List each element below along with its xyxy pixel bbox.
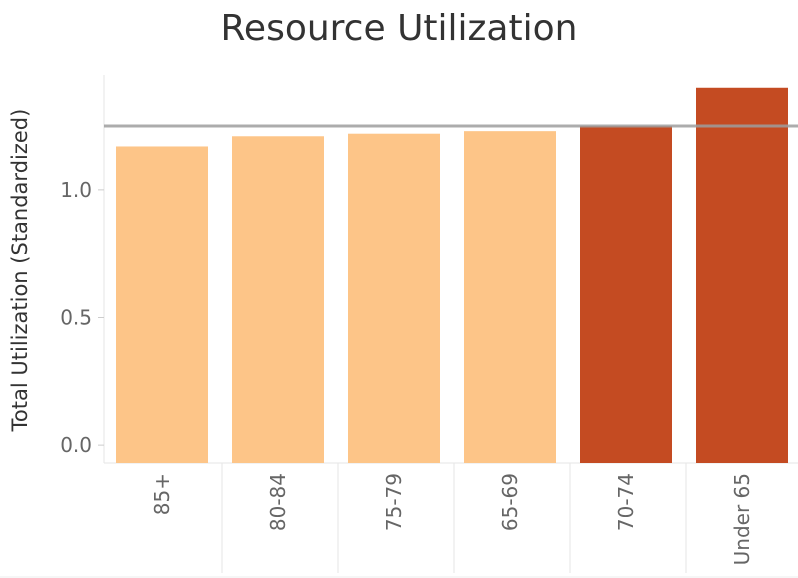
x-tick-label: 65-69 [498, 473, 522, 531]
x-tick-label: 75-79 [382, 473, 406, 531]
y-tick-label: 0.0 [60, 433, 92, 457]
x-tick-label: 80-84 [266, 473, 290, 531]
bar [116, 146, 208, 463]
x-tick-label: 85+ [150, 473, 174, 515]
bar [232, 136, 324, 463]
chart-title: Resource Utilization [220, 8, 578, 49]
bar [580, 126, 672, 463]
x-tick-label: Under 65 [730, 473, 754, 565]
bar [464, 131, 556, 463]
bar [696, 87, 788, 464]
y-tick-label: 0.5 [60, 306, 92, 330]
y-tick-label: 1.0 [60, 178, 92, 202]
x-tick-label: 70-74 [614, 473, 638, 531]
bar [348, 133, 440, 464]
